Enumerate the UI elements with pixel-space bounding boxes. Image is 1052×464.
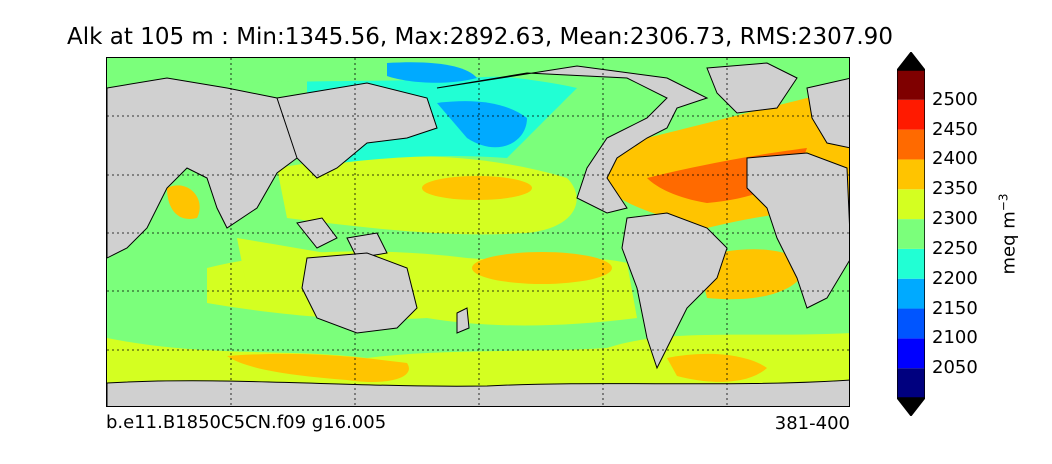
colorbar-tick-label: 2200 [932,267,978,289]
map-canvas [107,58,849,406]
colorbar-tick-label: 2100 [932,327,978,349]
years-label: 381-400 [774,413,850,434]
colorbar [897,52,925,416]
bering-low [437,101,527,148]
colorbar-tick-label: 2450 [932,118,978,140]
colorbar-cell [897,219,925,249]
colorbar-cell [897,308,925,339]
map-title: Alk at 105 m : Min:1345.56, Max:2892.63,… [67,24,893,50]
colorbar-cell [897,159,925,190]
colorbar-cell [897,70,925,100]
south-pacific-maximum [472,252,612,284]
continents [107,62,849,406]
colorbar-tick-label: 2050 [932,357,978,379]
eurasia-west-land [107,77,308,259]
colorbar-tick-label: 2300 [932,208,978,230]
new-zealand-land [456,307,470,334]
colorbar-tick-label: 2250 [932,237,978,259]
alkalinity-map [106,57,850,407]
africa-land [746,152,849,309]
colorbar-cell [897,129,925,160]
colorbar-tick-label: 2500 [932,88,978,110]
arctic-blue [387,62,477,83]
colorbar-tick-label: 2150 [932,297,978,319]
europe-land [806,77,849,149]
new-guinea-land [346,232,388,259]
antarctica-land [107,379,849,406]
colorbar-tick-label: 2350 [932,178,978,200]
colorbar-cell [897,99,925,130]
south-atlantic-high [697,249,807,300]
drake-passage-high [667,353,767,382]
south-america-land [621,212,728,370]
arabian-sea-high [167,185,200,219]
colorbar-cell [897,368,925,398]
colorbar-extend-max [897,52,925,71]
north-pacific-region [277,156,577,235]
greenland-land [706,62,798,114]
colorbar-cell [897,248,925,279]
colorbar-cell [897,189,925,220]
north-pacific-maximum [422,176,532,200]
southern-ocean-high [227,353,409,383]
north-america-land [436,65,709,214]
colorbar-tick-label: 2400 [932,148,978,170]
colorbar-outline [897,69,925,399]
gridlines [107,58,849,406]
colorbar-extend-min [897,397,925,416]
colorbar-cell [897,278,925,309]
colorbar-units-label: meq m−3 [996,193,1020,275]
australia-land [301,252,418,334]
case-name-label: b.e11.B1850C5CN.f09 g16.005 [106,412,387,433]
colorbar-cell [897,338,925,369]
east-asia-land [276,82,438,179]
